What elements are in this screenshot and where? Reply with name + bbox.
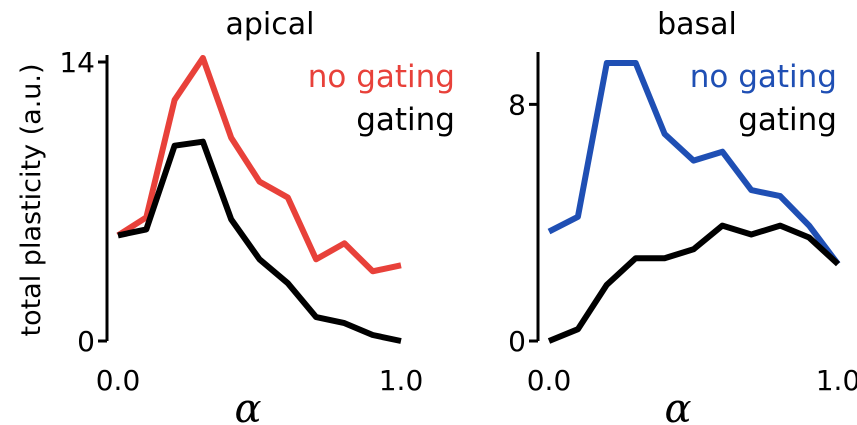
basal-legend-gating: gating (738, 102, 837, 138)
basal-series-no-gating-point-6 (722, 151, 723, 152)
apical-series-no-gating-point-8 (344, 243, 345, 244)
basal-legend-no-gating: no gating (690, 59, 837, 95)
basal-series-gating-point-5 (693, 249, 694, 250)
apical-series-gating-point-6 (287, 283, 288, 284)
apical-series-gating-point-10 (401, 341, 402, 342)
basal-series-no-gating-point-0 (549, 231, 550, 232)
basal-series-no-gating-point-7 (751, 190, 752, 191)
apical-series-no-gating-point-5 (259, 181, 260, 182)
apical-series-no-gating-point-10 (401, 265, 402, 266)
basal-series-gating-point-6 (722, 225, 723, 226)
basal-series-no-gating-point-9 (809, 225, 810, 226)
apical-series-gating-point-9 (372, 335, 373, 336)
apical-series-gating-point-8 (344, 323, 345, 324)
basal-y-tick-label-0: 0 (508, 325, 526, 358)
basal-series-gating-point-0 (549, 341, 550, 342)
apical-series-no-gating-point-9 (372, 271, 373, 272)
apical-legend-no-gating: no gating (308, 59, 455, 95)
basal-x-tick-label-1: 1.0 (816, 364, 857, 397)
apical-y-tick-label-1: 14 (59, 46, 95, 79)
apical-series-gating-point-2 (174, 145, 175, 146)
apical-series-gating-point-0 (118, 235, 119, 236)
basal-series-gating-point-3 (635, 258, 636, 259)
basal-series-gating-point-1 (577, 329, 578, 330)
basal-series-gating-point-8 (780, 225, 781, 226)
apical-series-no-gating-point-2 (174, 99, 175, 100)
basal-y-tick-label-1: 8 (508, 88, 526, 121)
apical-legend-gating: gating (356, 102, 455, 138)
basal-series-no-gating-line (547, 60, 841, 266)
panel-apical: apical 0 14 0.0 1.0 α no gating gating (59, 7, 455, 425)
apical-y-tick-label-0: 0 (77, 325, 95, 358)
basal-series-gating-line (547, 222, 841, 344)
basal-series-no-gating-point-8 (780, 196, 781, 197)
basal-x-axis-label: α (664, 386, 691, 425)
apical-series-no-gating-point-1 (146, 217, 147, 218)
basal-series-no-gating-point-2 (606, 63, 607, 64)
apical-series-gating-point-3 (202, 141, 203, 142)
apical-series-gating-point-7 (316, 317, 317, 318)
basal-series-no-gating-point-4 (664, 133, 665, 134)
basal-series-no-gating-point-1 (577, 216, 578, 217)
apical-series-gating-point-5 (259, 259, 260, 260)
y-axis-label: total plasticity (a.u.) (16, 63, 47, 336)
basal-series-no-gating-point-3 (635, 63, 636, 64)
basal-title: basal (657, 7, 737, 42)
apical-series-gating-line (117, 138, 402, 344)
apical-x-tick-label-1: 1.0 (379, 364, 424, 397)
panel-basal: basal 0 8 0.0 1.0 α no gating gating (508, 7, 857, 425)
apical-series-no-gating-point-4 (231, 137, 232, 138)
basal-series-gating-point-7 (751, 234, 752, 235)
basal-series-gating-point-4 (664, 258, 665, 259)
apical-x-tick-label-0: 0.0 (96, 364, 141, 397)
apical-series-gating-point-1 (146, 229, 147, 230)
basal-series-gating-point-10 (838, 264, 839, 265)
apical-series-no-gating-point-7 (316, 259, 317, 260)
apical-series-no-gating-point-3 (202, 58, 203, 59)
basal-series-gating-point-2 (606, 284, 607, 285)
apical-series-no-gating-line (116, 55, 402, 275)
apical-series-gating-point-4 (231, 219, 232, 220)
apical-title: apical (226, 7, 315, 42)
basal-series-gating-point-9 (809, 237, 810, 238)
apical-series-no-gating-point-6 (287, 197, 288, 198)
basal-x-tick-label-0: 0.0 (527, 364, 572, 397)
apical-x-axis-label: α (234, 386, 261, 425)
basal-series-no-gating-point-5 (693, 160, 694, 161)
